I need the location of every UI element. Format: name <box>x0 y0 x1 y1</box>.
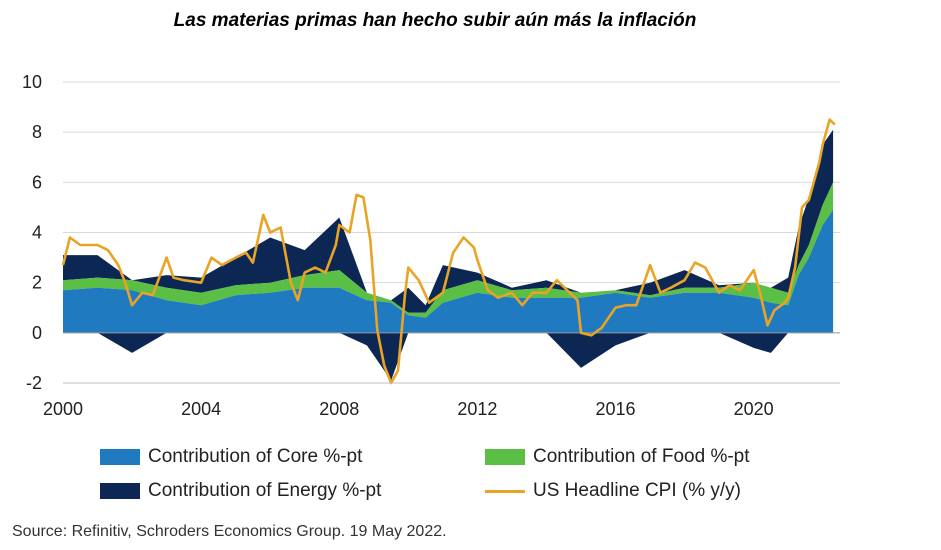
chart-plot: -2 0 2 4 6 8 10 2000 2004 2008 2012 2016 2020 <box>22 72 840 419</box>
series-area-energy-negative <box>63 332 834 381</box>
y-tick-label-8: 8 <box>32 122 42 142</box>
legend-swatch-core <box>100 449 140 465</box>
legend-label-cpi: US Headline CPI (% y/y) <box>533 480 742 501</box>
legend-label-core: Contribution of Core %-pt <box>148 446 363 467</box>
x-tick-label-2016: 2016 <box>596 399 636 419</box>
legend-label-energy: Contribution of Energy %-pt <box>148 480 382 501</box>
series-area-food <box>63 182 834 318</box>
chart-title: Las materias primas han hecho subir aún … <box>173 10 697 31</box>
y-tick-label-6: 6 <box>32 172 42 192</box>
y-tick-label-0: 0 <box>32 323 42 343</box>
legend-item-cpi: US Headline CPI (% y/y) <box>485 480 741 502</box>
y-tick-label-2: 2 <box>32 273 42 293</box>
y-tick-label--2: -2 <box>26 373 42 393</box>
legend-item-core: Contribution of Core %-pt <box>100 446 362 468</box>
legend-label-food: Contribution of Food %-pt <box>533 446 750 467</box>
legend-swatch-food <box>485 449 525 465</box>
x-tick-label-2020: 2020 <box>734 399 774 419</box>
y-tick-label-10: 10 <box>22 72 42 92</box>
series-line-cpi <box>61 118 836 385</box>
legend-swatch-energy <box>100 483 140 499</box>
legend-item-food: Contribution of Food %-pt <box>485 446 750 468</box>
legend-swatch-cpi <box>485 489 525 493</box>
series-area-energy-positive <box>63 129 834 313</box>
legend-item-energy: Contribution of Energy %-pt <box>100 480 381 502</box>
x-tick-label-2004: 2004 <box>181 399 221 419</box>
y-tick-label-4: 4 <box>32 223 42 243</box>
source-note: Source: Refinitiv, Schroders Economics G… <box>12 523 447 540</box>
x-tick-label-2008: 2008 <box>319 399 359 419</box>
x-tick-label-2000: 2000 <box>43 399 83 419</box>
series-area-core <box>63 209 834 333</box>
x-tick-label-2012: 2012 <box>457 399 497 419</box>
